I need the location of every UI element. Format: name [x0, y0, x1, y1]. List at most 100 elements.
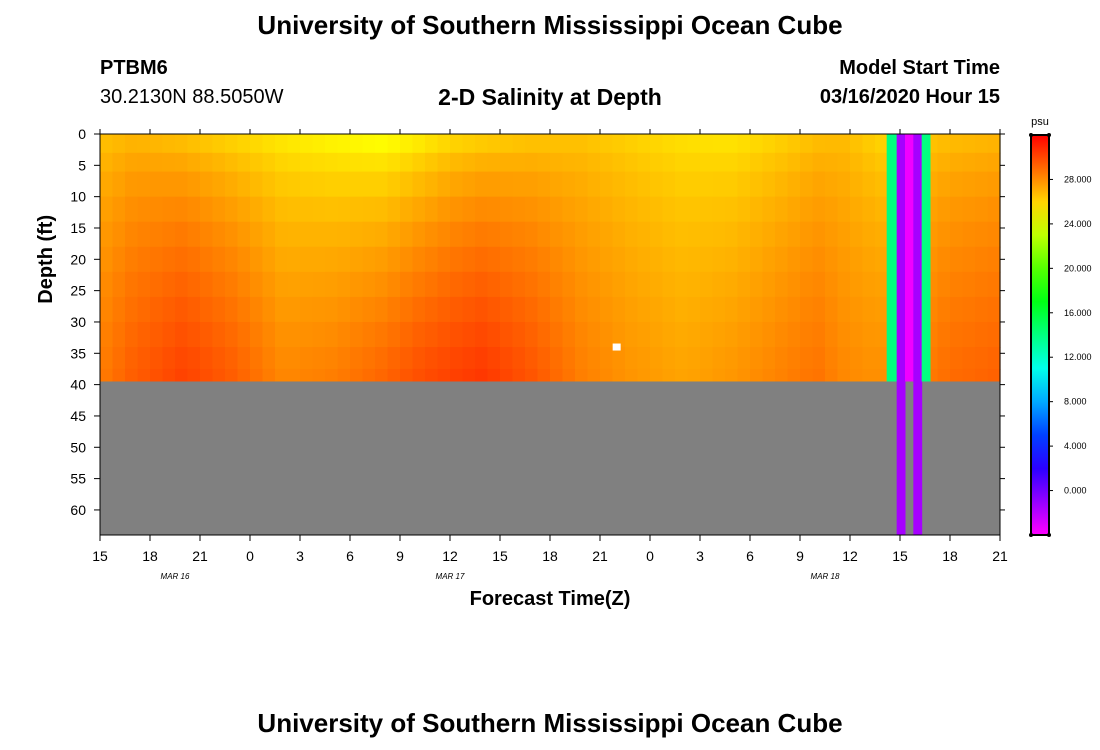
- heatmap-cell: [550, 134, 564, 154]
- heatmap-cell: [862, 196, 876, 223]
- heatmap-cell: [675, 368, 689, 383]
- salinity-anomaly-band: [886, 134, 898, 382]
- heatmap-cell: [462, 246, 476, 273]
- heatmap-cell: [862, 171, 876, 198]
- heatmap-cell: [850, 246, 864, 273]
- station-coordinates: 30.2130N 88.5050W: [100, 86, 284, 108]
- heatmap-cell: [950, 347, 964, 370]
- heatmap-cell: [425, 196, 439, 223]
- heatmap-cell: [600, 246, 614, 273]
- heatmap-cell: [112, 368, 126, 383]
- colorbar-end-dot: [1029, 533, 1033, 537]
- heatmap-cell: [225, 152, 239, 173]
- heatmap-cell: [675, 196, 689, 223]
- heatmap-cell: [687, 152, 701, 173]
- heatmap-cell: [175, 271, 189, 298]
- heatmap-cell: [262, 246, 276, 273]
- heatmap-cell: [100, 271, 114, 298]
- heatmap-cell: [262, 171, 276, 198]
- heatmap-cell: [612, 134, 626, 154]
- heatmap-cell: [812, 246, 826, 273]
- heatmap-cell: [575, 347, 589, 370]
- heatmap-cell: [612, 246, 626, 273]
- heatmap-cell: [950, 271, 964, 298]
- heatmap-cell: [750, 152, 764, 173]
- heatmap-cell: [100, 321, 114, 348]
- heatmap-cell: [800, 152, 814, 173]
- heatmap-cell: [825, 246, 839, 273]
- x-tick-label: 15: [492, 548, 508, 564]
- heatmap-cell: [112, 196, 126, 223]
- heatmap-cell: [337, 271, 351, 298]
- heatmap-cell: [987, 296, 1001, 323]
- heatmap-cell: [487, 171, 501, 198]
- heatmap-cell: [625, 368, 639, 383]
- heatmap-cell: [487, 152, 501, 173]
- heatmap-cell: [512, 196, 526, 223]
- heatmap-cell: [675, 296, 689, 323]
- heatmap-cell: [612, 196, 626, 223]
- heatmap-cell: [537, 347, 551, 370]
- heatmap-cell: [662, 134, 676, 154]
- heatmap-cell: [712, 368, 726, 383]
- heatmap-cell: [562, 347, 576, 370]
- heatmap-cell: [300, 196, 314, 223]
- heatmap-cell: [625, 296, 639, 323]
- heatmap-cell: [225, 296, 239, 323]
- heatmap-cell: [650, 347, 664, 370]
- heatmap-cell: [325, 296, 339, 323]
- heatmap-cell: [337, 152, 351, 173]
- heatmap-cell: [850, 321, 864, 348]
- heatmap-cell: [150, 196, 164, 223]
- heatmap-cell: [312, 296, 326, 323]
- heatmap-cell: [200, 171, 214, 198]
- heatmap-cell: [412, 347, 426, 370]
- heatmap-cell: [287, 152, 301, 173]
- heatmap-cell: [150, 246, 164, 273]
- heatmap-cell: [425, 321, 439, 348]
- heatmap-cell: [737, 347, 751, 370]
- heatmap-cell: [312, 246, 326, 273]
- heatmap-cell: [650, 321, 664, 348]
- heatmap-cell: [300, 321, 314, 348]
- heatmap-cell: [600, 196, 614, 223]
- heatmap-cell: [675, 221, 689, 248]
- x-tick-label: 3: [696, 548, 704, 564]
- heatmap-cell: [812, 296, 826, 323]
- heatmap-cell: [487, 221, 501, 248]
- heatmap-cell: [650, 221, 664, 248]
- heatmap-cell: [262, 321, 276, 348]
- heatmap-cell: [437, 171, 451, 198]
- heatmap-cell: [700, 296, 714, 323]
- heatmap-cell: [487, 246, 501, 273]
- heatmap-cell: [800, 246, 814, 273]
- heatmap-cell: [112, 296, 126, 323]
- heatmap-cell: [225, 196, 239, 223]
- heatmap-cell: [650, 296, 664, 323]
- heatmap-cell: [687, 368, 701, 383]
- heatmap-cell: [275, 246, 289, 273]
- heatmap-cell: [775, 296, 789, 323]
- heatmap-cell: [975, 134, 989, 154]
- heatmap-cell: [737, 221, 751, 248]
- heatmap-cell: [812, 196, 826, 223]
- heatmap-cell: [975, 171, 989, 198]
- heatmap-cell: [737, 134, 751, 154]
- heatmap-cell: [225, 246, 239, 273]
- heatmap-cell: [825, 134, 839, 154]
- heatmap-cell: [525, 196, 539, 223]
- heatmap-cell: [725, 347, 739, 370]
- heatmap-cell: [325, 347, 339, 370]
- heatmap-cell: [700, 171, 714, 198]
- heatmap-cell: [312, 152, 326, 173]
- heatmap-cell: [137, 134, 151, 154]
- heatmap-cell: [400, 221, 414, 248]
- heatmap-cell: [587, 134, 601, 154]
- heatmap-cell: [450, 296, 464, 323]
- heatmap-cell: [462, 296, 476, 323]
- heatmap-cell: [962, 347, 976, 370]
- y-tick-label: 10: [70, 189, 86, 205]
- heatmap-cell: [575, 368, 589, 383]
- data-marker: [612, 343, 621, 351]
- date-label: MAR 18: [811, 572, 840, 581]
